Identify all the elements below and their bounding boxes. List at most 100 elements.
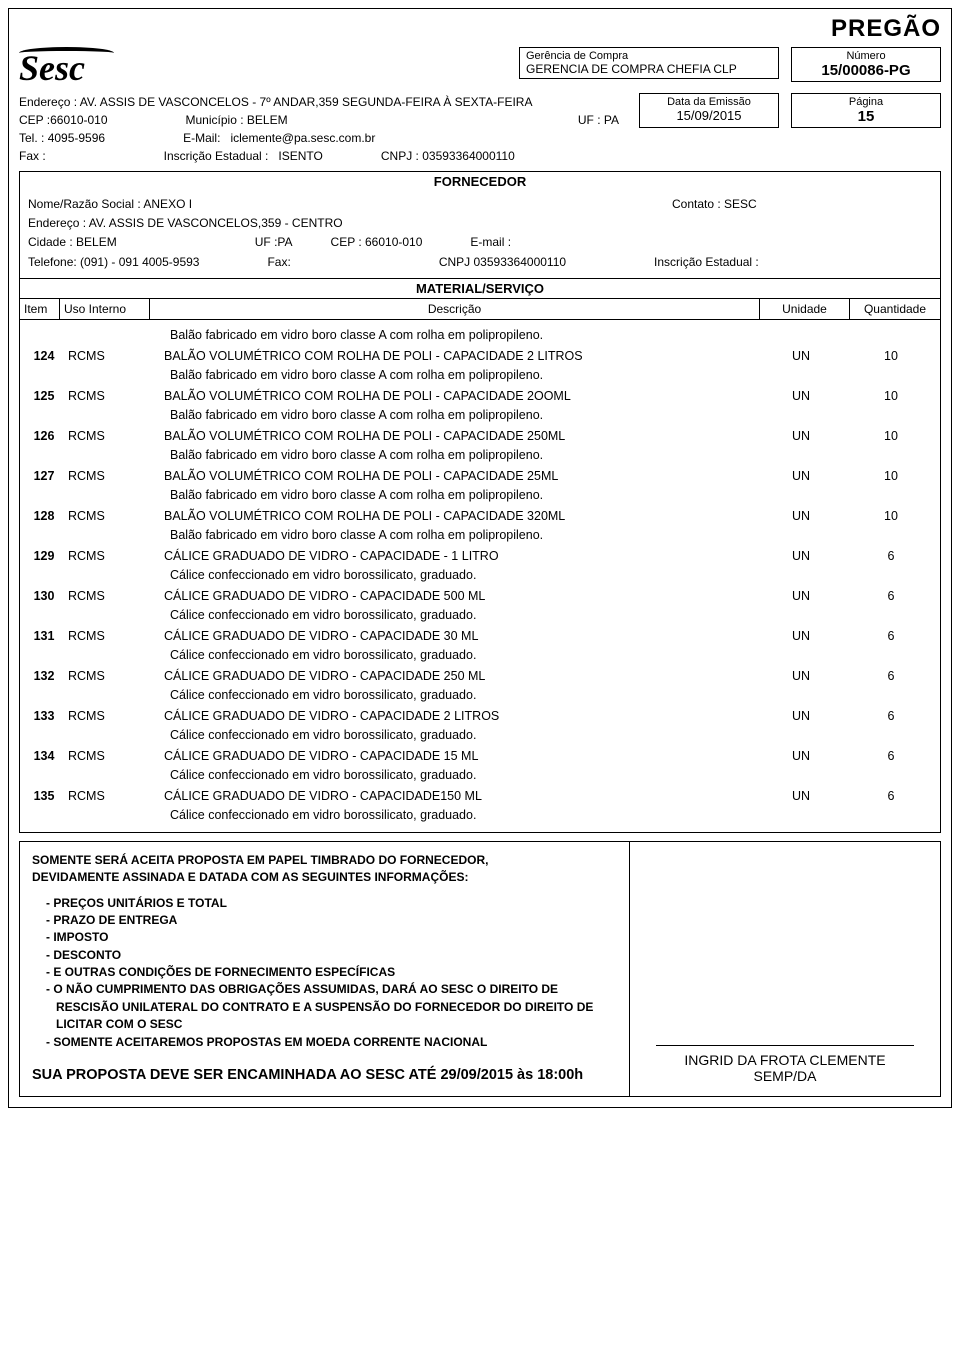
right-boxes: Data da Emissão 15/09/2015 Página 15 <box>639 93 941 128</box>
cell-item: 129 <box>24 549 64 563</box>
pagina-value: 15 <box>798 108 934 125</box>
cell-desc: CÁLICE GRADUADO DE VIDRO - CAPACIDADE 50… <box>154 589 756 603</box>
footer-h2: DEVIDAMENTE ASSINADA E DATADA COM AS SEG… <box>32 869 617 886</box>
forn-end-value: AV. ASSIS DE VASCONCELOS,359 - CENTRO <box>89 216 343 230</box>
cell-item: 126 <box>24 429 64 443</box>
cell-qt: 10 <box>846 469 936 483</box>
table-row: 131RCMSCÁLICE GRADUADO DE VIDRO - CAPACI… <box>20 626 940 646</box>
footer-bullet: - PREÇOS UNITÁRIOS E TOTAL <box>46 895 617 912</box>
doc-title: PREGÃO <box>19 15 941 43</box>
cell-item: 133 <box>24 709 64 723</box>
emissao-label: Data da Emissão <box>646 96 772 108</box>
cell-uso: RCMS <box>64 349 154 363</box>
footer-bullet: - PRAZO DE ENTREGA <box>46 912 617 929</box>
forn-tel-value: (091) - 091 4005-9593 <box>80 255 199 269</box>
forn-nome-label: Nome/Razão Social : <box>28 197 141 211</box>
tel-label: Tel. : <box>19 131 44 145</box>
cell-qt: 10 <box>846 389 936 403</box>
material-section: MATERIAL/SERVIÇO Item Uso Interno Descri… <box>19 279 941 833</box>
forn-fax-label: Fax: <box>267 255 290 269</box>
cell-qt: 6 <box>846 629 936 643</box>
cell-un: UN <box>756 789 846 803</box>
forn-uf-label: UF : <box>255 235 278 249</box>
table-row: 135RCMSCÁLICE GRADUADO DE VIDRO - CAPACI… <box>20 786 940 806</box>
tel-value: 4095-9596 <box>48 131 105 145</box>
address-row: Endereço : AV. ASSIS DE VASCONCELOS - 7º… <box>19 93 941 165</box>
cell-desc: CÁLICE GRADUADO DE VIDRO - CAPACIDADE - … <box>154 549 756 563</box>
emissao-value: 15/09/2015 <box>646 108 772 123</box>
item-note: Cálice confeccionado em vidro borossilic… <box>20 806 940 826</box>
forn-cidade-value: BELEM <box>76 235 117 249</box>
cep-value: 66010-010 <box>50 113 107 127</box>
footer-bullet: - O NÃO CUMPRIMENTO DAS OBRIGAÇÕES ASSUM… <box>46 981 617 1033</box>
pagina-label: Página <box>798 96 934 108</box>
forn-cep-value: 66010-010 <box>365 235 422 249</box>
header-row: Sesc Gerência de Compra GERENCIA DE COMP… <box>19 47 941 89</box>
items-body: Balão fabricado em vidro boro classe A c… <box>20 320 940 832</box>
cell-qt: 6 <box>846 669 936 683</box>
th-item: Item <box>20 299 60 319</box>
cell-qt: 10 <box>846 429 936 443</box>
item-note: Balão fabricado em vidro boro classe A c… <box>20 486 940 506</box>
logo-area: Sesc <box>19 47 519 89</box>
table-row: 130RCMSCÁLICE GRADUADO DE VIDRO - CAPACI… <box>20 586 940 606</box>
fax-label: Fax : <box>19 149 46 163</box>
cell-uso: RCMS <box>64 749 154 763</box>
page: PREGÃO Sesc Gerência de Compra GERENCIA … <box>8 8 952 1108</box>
fornecedor-title: FORNECEDOR <box>20 172 940 191</box>
cell-uso: RCMS <box>64 469 154 483</box>
numero-box: Número 15/00086-PG <box>791 47 941 82</box>
th-qt: Quantidade <box>850 299 940 319</box>
cell-item: 128 <box>24 509 64 523</box>
footer-bullet: - SOMENTE ACEITAREMOS PROPOSTAS EM MOEDA… <box>46 1034 617 1051</box>
footer-notice: SOMENTE SERÁ ACEITA PROPOSTA EM PAPEL TI… <box>32 852 617 887</box>
cnpj-value: 03593364000110 <box>422 149 515 163</box>
gerencia-box: Gerência de Compra GERENCIA DE COMPRA CH… <box>519 47 779 79</box>
fornecedor-section: FORNECEDOR Nome/Razão Social : ANEXO I C… <box>19 171 941 279</box>
cell-un: UN <box>756 749 846 763</box>
table-row: 128RCMSBALÃO VOLUMÉTRICO COM ROLHA DE PO… <box>20 506 940 526</box>
cell-un: UN <box>756 349 846 363</box>
item-note: Balão fabricado em vidro boro classe A c… <box>20 446 940 466</box>
cell-un: UN <box>756 709 846 723</box>
item-note: Cálice confeccionado em vidro borossilic… <box>20 606 940 626</box>
forn-nome-value: ANEXO I <box>143 197 192 211</box>
cell-un: UN <box>756 509 846 523</box>
forn-tel-label: Telefone: <box>28 255 77 269</box>
forn-cidade-label: Cidade : <box>28 235 73 249</box>
municipio-label: Município : <box>186 113 244 127</box>
table-row: 129RCMSCÁLICE GRADUADO DE VIDRO - CAPACI… <box>20 546 940 566</box>
item-note: Cálice confeccionado em vidro borossilic… <box>20 766 940 786</box>
cell-item: 130 <box>24 589 64 603</box>
cell-un: UN <box>756 589 846 603</box>
address-block: Endereço : AV. ASSIS DE VASCONCELOS - 7º… <box>19 93 639 165</box>
item-note: Cálice confeccionado em vidro borossilic… <box>20 726 940 746</box>
table-row: 133RCMSCÁLICE GRADUADO DE VIDRO - CAPACI… <box>20 706 940 726</box>
cell-uso: RCMS <box>64 789 154 803</box>
cell-qt: 6 <box>846 749 936 763</box>
footer-bullets: - PREÇOS UNITÁRIOS E TOTAL- PRAZO DE ENT… <box>32 895 617 1052</box>
forn-insc-label: Inscrição Estadual : <box>654 255 759 269</box>
item-note: Cálice confeccionado em vidro borossilic… <box>20 646 940 666</box>
table-row: 125RCMSBALÃO VOLUMÉTRICO COM ROLHA DE PO… <box>20 386 940 406</box>
gerencia-label: Gerência de Compra <box>526 50 772 62</box>
email-value: iclemente@pa.sesc.com.br <box>230 131 375 145</box>
th-un: Unidade <box>760 299 850 319</box>
cell-un: UN <box>756 389 846 403</box>
table-row: 134RCMSCÁLICE GRADUADO DE VIDRO - CAPACI… <box>20 746 940 766</box>
forn-cep-label: CEP : <box>331 235 362 249</box>
cell-item: 131 <box>24 629 64 643</box>
cell-item: 125 <box>24 389 64 403</box>
cell-qt: 6 <box>846 589 936 603</box>
pagina-box: Página 15 <box>791 93 941 128</box>
cell-desc: CÁLICE GRADUADO DE VIDRO - CAPACIDADE 30… <box>154 629 756 643</box>
cell-un: UN <box>756 469 846 483</box>
item-note: Balão fabricado em vidro boro classe A c… <box>20 326 940 346</box>
signature-name: INGRID DA FROTA CLEMENTE <box>684 1052 885 1068</box>
footer-right: INGRID DA FROTA CLEMENTE SEMP/DA <box>630 842 940 1096</box>
cell-desc: CÁLICE GRADUADO DE VIDRO - CAPACIDADE 2 … <box>154 709 756 723</box>
insc-label: Inscrição Estadual : <box>164 149 269 163</box>
signature-line <box>656 1045 913 1046</box>
cep-label: CEP : <box>19 113 50 127</box>
cnpj-label: CNPJ : <box>381 149 419 163</box>
